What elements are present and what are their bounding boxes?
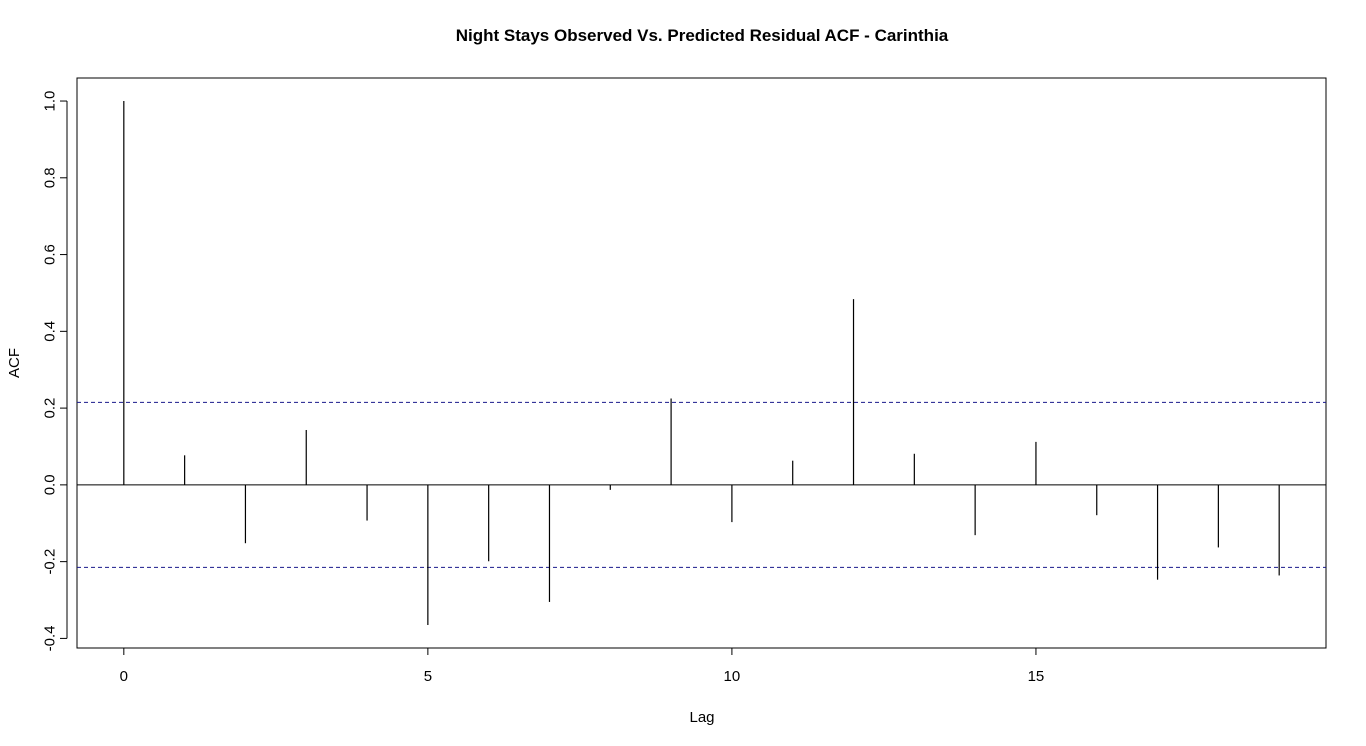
y-tick-label: 0.0 — [41, 474, 58, 495]
x-axis: 0 5 10 15 — [120, 647, 1045, 685]
y-tick-label: 0.2 — [41, 398, 58, 419]
y-tick-label: 0.6 — [41, 244, 58, 265]
y-axis-label: ACF — [6, 348, 23, 378]
x-tick-label: 10 — [724, 668, 741, 685]
y-tick-label: 0.4 — [41, 321, 58, 342]
confidence-bounds — [77, 401, 1326, 568]
x-tick-label: 0 — [120, 668, 128, 685]
chart-title: Night Stays Observed Vs. Predicted Resid… — [456, 26, 949, 45]
x-tick-label: 15 — [1028, 668, 1045, 685]
y-tick-label: -0.4 — [41, 625, 58, 651]
y-tick-label: 0.8 — [41, 167, 58, 188]
x-tick-label: 5 — [424, 668, 432, 685]
y-tick-label: 1.0 — [41, 91, 58, 112]
y-axis: -0.4 -0.2 0.0 0.2 0.4 0.6 0.8 1.0 — [41, 91, 68, 651]
x-axis-label: Lag — [689, 709, 714, 726]
plot-frame — [76, 77, 1327, 649]
acf-bars — [123, 101, 1280, 625]
y-tick-label: -0.2 — [41, 549, 58, 575]
